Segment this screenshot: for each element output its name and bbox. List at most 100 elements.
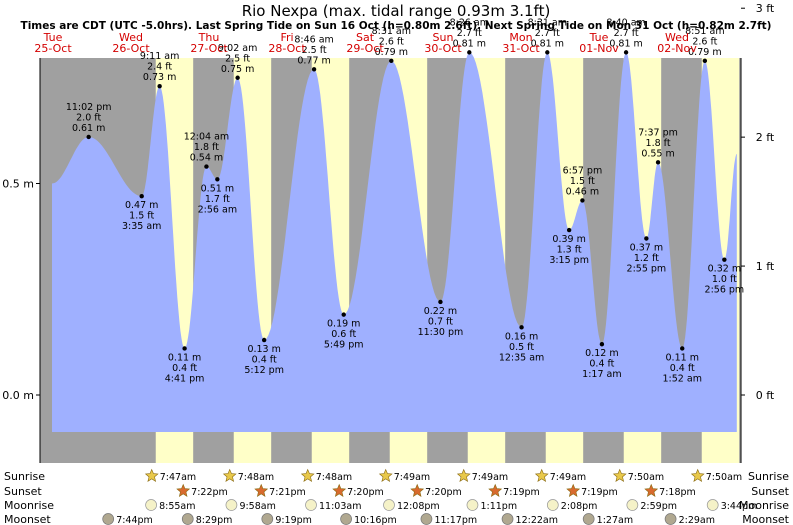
moonrise-time: 2:08pm — [561, 501, 598, 512]
tide-point — [341, 312, 346, 317]
day-label: Sun — [433, 31, 454, 44]
low-tide-label: 0.47 m1.5 ft3:35 am — [122, 200, 161, 232]
tide-point-label: 8:26 am — [450, 17, 489, 28]
tide-point-label: 0.47 m — [125, 200, 158, 211]
low-tide-label: 0.11 m0.4 ft1:52 am — [663, 352, 702, 384]
moonrise-time: 9:58am — [239, 501, 275, 512]
tide-point-label: 11:02 pm — [66, 102, 112, 113]
day-label: Mon — [509, 31, 532, 44]
low-tide-label: 0.12 m0.4 ft1:17 am — [582, 348, 621, 380]
date-label: 27-Oct — [190, 42, 228, 55]
sunrise-time: 7:50am — [628, 472, 664, 483]
sunrise-star-icon — [378, 468, 393, 482]
tide-point-label: 0.16 m — [505, 331, 538, 342]
tide-point — [722, 257, 727, 262]
tide-point — [139, 193, 144, 199]
tide-point-label: 0.4 ft — [589, 359, 614, 370]
tide-point-label: 0.75 m — [221, 64, 254, 75]
moonset-icon — [420, 513, 433, 525]
tide-point-label: 6:57 pm — [563, 165, 603, 176]
moonrise-icon — [466, 499, 479, 511]
moonset-row-label-left: Moonset — [4, 513, 51, 525]
tide-point-label: 0.61 m — [72, 123, 105, 134]
moonset-time: 11:17pm — [434, 515, 477, 525]
date-label: 31-Oct — [502, 42, 540, 55]
low-tide-label: 0.11 m0.4 ft4:41 pm — [165, 352, 205, 384]
low-tide-label: 0.32 m1.0 ft2:56 pm — [705, 264, 745, 296]
tide-point-label: 1.0 ft — [712, 274, 737, 285]
chart-subtitle: Times are CDT (UTC -5.0hrs). Last Spring… — [21, 20, 772, 32]
sunrise-time: 7:48am — [238, 472, 274, 483]
chart-title: Rio Nexpa (max. tidal range 0.93m 3.1ft) — [242, 2, 551, 20]
tide-point-label: 0.32 m — [708, 264, 741, 275]
tide-point — [157, 84, 162, 89]
moonset-time: 8:29pm — [196, 515, 233, 525]
moonrise-icon — [383, 499, 395, 511]
sunrise-star-icon — [612, 468, 627, 482]
tide-point-label: 2:56 pm — [705, 285, 745, 296]
tide-point — [235, 75, 240, 80]
high-tide-label: 8:31 am2.6 ft0.79 m — [372, 26, 411, 58]
tide-point — [389, 58, 394, 64]
sunrise-time: 7:47am — [160, 472, 196, 483]
tide-point-label: 0.7 ft — [428, 316, 453, 327]
day-label: Wed — [665, 31, 689, 44]
sunrise-star-icon — [144, 468, 159, 482]
sunset-star-icon — [644, 483, 659, 497]
low-tide-label: 0.19 m0.6 ft5:49 pm — [324, 319, 364, 351]
tide-point-label: 0.55 m — [641, 148, 674, 159]
sunset-star-icon — [332, 483, 347, 497]
date-label: 30-Oct — [424, 42, 462, 55]
high-tide-label: 12:04 am1.8 ft0.54 m — [184, 132, 229, 164]
tide-point-label: 2.5 ft — [225, 53, 250, 64]
sunset-row-label-right: Sunset — [751, 485, 789, 498]
tide-point-label: 2.5 ft — [302, 45, 327, 56]
moonset-icon — [340, 513, 352, 525]
tide-point — [680, 346, 685, 351]
tide-point-label: 0.51 m — [201, 183, 234, 194]
sunset-star-icon — [176, 483, 191, 497]
tide-point-label: 0.19 m — [327, 319, 360, 330]
sunrise-time: 7:50am — [706, 472, 742, 483]
sunset-time: 7:19pm — [581, 487, 618, 498]
low-tide-label: 0.51 m1.7 ft2:56 am — [198, 183, 237, 215]
moonset-time: 9:19pm — [275, 515, 312, 525]
tide-point-label: 1.2 ft — [634, 253, 659, 264]
tide-point-label: 2.4 ft — [147, 62, 172, 73]
date-label: 28-Oct — [268, 42, 306, 55]
tide-point-label: 0.77 m — [297, 55, 330, 66]
tide-point-label: 0.46 m — [566, 186, 599, 197]
sunset-time: 7:21pm — [269, 487, 306, 498]
tide-point-label: 5:12 pm — [244, 365, 284, 376]
sunrise-star-icon — [456, 468, 471, 482]
tide-point-label: 11:30 pm — [418, 327, 464, 338]
tide-point-label: 0.11 m — [168, 352, 201, 363]
high-tide-label: 7:37 pm1.8 ft0.55 m — [638, 127, 678, 159]
moonset-time: 7:44pm — [116, 515, 153, 525]
tide-point-label: 1.8 ft — [194, 142, 219, 153]
sunset-star-icon — [488, 483, 503, 497]
tide-point-label: 7:37 pm — [638, 127, 678, 138]
right-tick-label: 1 ft — [756, 260, 775, 273]
sunset-time: 7:22pm — [191, 487, 228, 498]
tide-point-label: 0.4 ft — [172, 363, 197, 374]
moonrise-icon — [225, 499, 238, 511]
day-label: Tue — [589, 31, 609, 44]
tide-point-label: 0.81 m — [609, 38, 642, 49]
moonset-icon — [181, 513, 194, 525]
tide-point-label: 8:31 am — [528, 17, 567, 28]
moonset-time: 1:27am — [597, 515, 633, 525]
sunrise-time: 7:49am — [472, 472, 508, 483]
sunrise-star-icon — [534, 468, 549, 482]
day-label: Fri — [280, 31, 293, 44]
tide-point-label: 2.6 ft — [379, 36, 404, 47]
day-label: Wed — [119, 31, 143, 44]
moonrise-time: 12:08pm — [397, 501, 440, 512]
moonrise-time: 11:03am — [319, 501, 361, 512]
tide-point — [519, 325, 524, 330]
moonset-icon — [102, 513, 115, 525]
moonrise-time: 8:55am — [159, 501, 195, 512]
tide-point-label: 1.7 ft — [205, 194, 230, 205]
